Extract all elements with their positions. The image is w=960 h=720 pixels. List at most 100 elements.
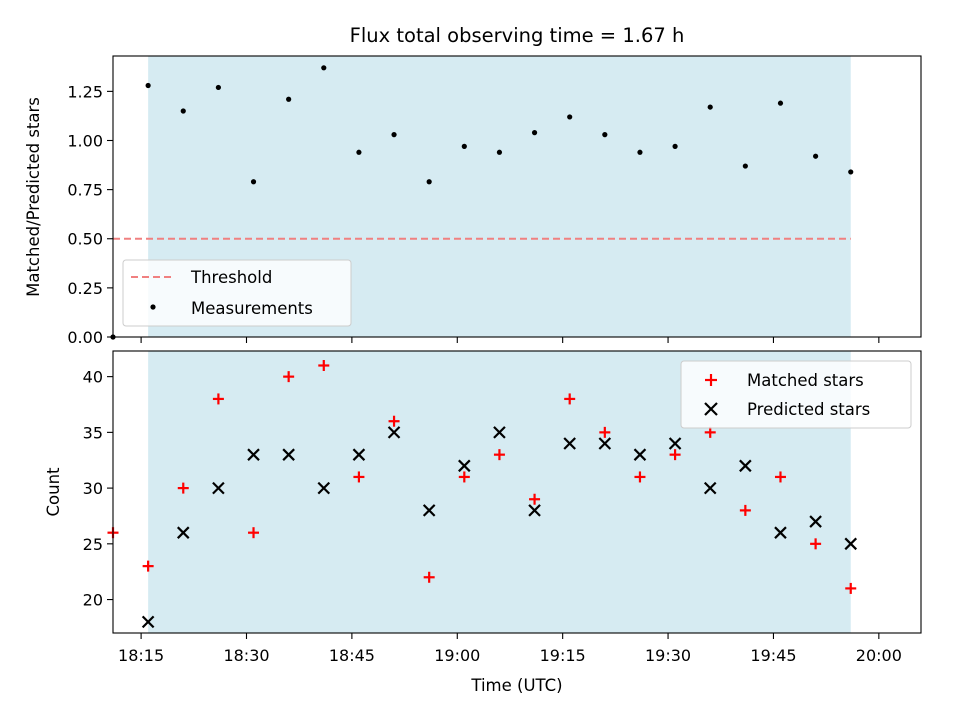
predicted-star-point (176, 526, 190, 539)
matched-star-point (388, 415, 400, 427)
bottom-xtick-label: 19:30 (645, 646, 691, 665)
predicted-star-point (844, 537, 858, 551)
bottom-plot-frame (112, 350, 922, 634)
top-ytick-label: 0.25 (67, 279, 103, 298)
measurement-point (602, 132, 608, 138)
predicted-star-point (458, 459, 471, 473)
top-ytick-label: 0.50 (67, 230, 103, 249)
matched-star-point (529, 493, 541, 505)
predicted-star-point (703, 481, 717, 495)
bottom-xtick-label: 19:45 (750, 646, 796, 665)
predicted-star-point (668, 437, 682, 450)
legend-predicted-swatch (704, 402, 718, 416)
matched-star-point (458, 471, 470, 483)
top-panel: 0.00 0.25 0.50 0.75 1.00 1.25 Flux total obse… (24, 24, 922, 347)
predicted-star-point (387, 426, 401, 439)
bottom-ytick-label: 20 (83, 591, 103, 610)
bottom-xtick-label: 18:30 (223, 646, 269, 665)
matched-star-point (318, 359, 330, 371)
bottom-x-axis-label: Time (UTC) (470, 676, 562, 695)
measurement-point (215, 84, 221, 91)
matched-star-point (142, 560, 154, 572)
legend-matched-swatch (705, 374, 717, 386)
legend-threshold-label: Threshold (190, 268, 272, 287)
measurement-point (672, 143, 678, 149)
matched-star-point (634, 471, 646, 483)
measurement-point (496, 149, 503, 155)
measurement-point (145, 82, 151, 89)
measurement-point (321, 65, 327, 71)
bottom-legend-box (680, 360, 912, 429)
bottom-xtick-label: 18:15 (118, 646, 164, 665)
matched-star-point (353, 471, 365, 483)
measurement-point (707, 104, 713, 110)
measurement-point (391, 132, 397, 138)
matched-star-point (774, 471, 786, 483)
legend-predicted-label: Predicted stars (747, 400, 870, 419)
top-legend: Threshold Measurements (122, 259, 352, 327)
top-ytick-label: 1.25 (67, 82, 103, 101)
matched-star-point (212, 393, 224, 405)
predicted-star-point (317, 481, 331, 495)
bottom-xtick-label: 19:15 (540, 646, 586, 665)
predicted-star-point (774, 526, 787, 539)
matched-star-point (283, 371, 295, 383)
bottom-ytick-label: 30 (83, 479, 103, 498)
predicted-star-point (141, 615, 155, 629)
measurement-point (531, 130, 538, 136)
predicted-star-point (212, 481, 225, 495)
measurement-point (567, 114, 573, 120)
top-ytick-label: 0.00 (67, 328, 103, 347)
measurement-point (180, 108, 186, 114)
bottom-xtick-label: 18:45 (329, 646, 375, 665)
bottom-ytick-label: 25 (83, 535, 103, 554)
legend-measurements-label: Measurements (191, 299, 313, 318)
predicted-star-point (247, 448, 260, 461)
measurement-point (637, 149, 643, 155)
measurement-point (777, 100, 784, 106)
top-ytick-label: 1.00 (67, 131, 103, 150)
predicted-star-point (493, 426, 506, 439)
bottom-xtick-label: 19:00 (434, 646, 480, 665)
predicted-star-point (422, 504, 436, 517)
bottom-y-axis-label: Count (44, 467, 63, 517)
predicted-star-point (633, 448, 647, 461)
top-legend-box (122, 259, 352, 327)
legend-matched-label: Matched stars (747, 371, 864, 390)
top-ytick-label: 0.75 (67, 181, 103, 200)
bottom-panel: 20 25 30 35 40 18:15 18:30 18:45 19:00 19:15 19:3… (44, 350, 922, 695)
matched-star-point (248, 527, 260, 539)
bottom-xtick-label: 20:00 (856, 646, 902, 665)
bottom-ytick-label: 40 (83, 368, 103, 387)
predicted-star-point (809, 515, 822, 528)
legend-measurements-swatch (150, 304, 156, 310)
matched-star-point (493, 449, 505, 461)
bottom-ytick-label: 35 (83, 423, 103, 442)
predicted-star-point (528, 504, 541, 517)
measurement-point (356, 149, 362, 155)
measurement-point (286, 96, 292, 102)
matched-star-point (564, 393, 576, 405)
measurement-point (742, 163, 748, 169)
top-plot-frame (112, 55, 922, 338)
measurement-point (848, 169, 854, 175)
matched-star-point (177, 482, 189, 494)
matched-star-point (423, 571, 435, 583)
matched-star-point (704, 426, 716, 438)
matched-star-point (810, 538, 822, 550)
top-y-axis-label: Matched/Predicted stars (24, 97, 43, 297)
measurement-point (250, 179, 257, 185)
matched-star-point (739, 504, 751, 516)
measurement-point (461, 143, 467, 149)
matched-star-point (845, 582, 857, 594)
predicted-star-point (739, 459, 752, 473)
predicted-star-point (563, 437, 576, 450)
matched-star-point (599, 426, 611, 438)
measurement-point (426, 179, 432, 185)
top-chart-title: Flux total observing time = 1.67 h (350, 24, 685, 47)
predicted-star-point (282, 448, 295, 461)
matched-star-point (669, 449, 681, 461)
predicted-star-point (598, 437, 612, 450)
measurement-point (813, 153, 819, 159)
